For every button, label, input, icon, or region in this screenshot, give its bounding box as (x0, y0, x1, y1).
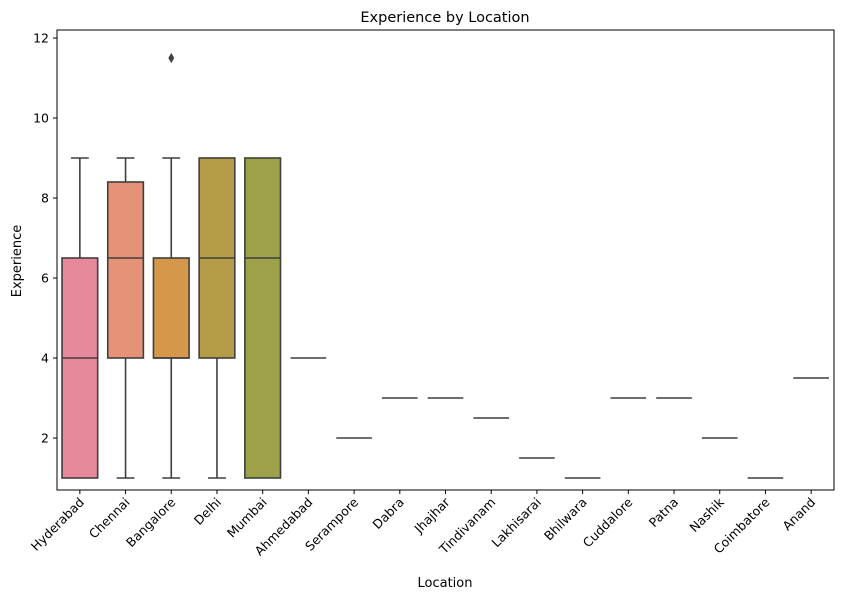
y-tick-label: 2 (41, 431, 49, 446)
x-tick-label-cuddalore: Cuddalore (580, 494, 636, 550)
x-tick-label-jhajhar: Jhajhar (411, 494, 454, 537)
y-tick-label: 10 (33, 111, 49, 126)
x-tick-label-nashik: Nashik (686, 494, 727, 535)
y-tick-label: 4 (41, 351, 49, 366)
box-chennai (106, 181, 145, 359)
x-tick-label-lakhisarai: Lakhisarai (488, 495, 544, 551)
x-tick-label-chennai: Chennai (86, 495, 133, 542)
y-tick-label: 12 (33, 31, 49, 46)
y-tick-label: 6 (41, 271, 49, 286)
x-axis-label: Location (418, 576, 473, 591)
x-tick-label-mumbai: Mumbai (224, 495, 270, 541)
x-tick-label-bangalore: Bangalore (123, 494, 179, 550)
x-tick-label-patna: Patna (646, 495, 681, 530)
box-mumbai (244, 157, 282, 479)
y-tick-label: 8 (41, 191, 49, 206)
outlier-bangalore (168, 52, 175, 64)
y-axis-label: Experience (10, 225, 25, 298)
x-tick-label-dabra: Dabra (369, 495, 406, 532)
x-tick-label-anand: Anand (779, 495, 818, 534)
x-tick-label-hyderabad: Hyderabad (28, 495, 87, 554)
x-tick-label-delhi: Delhi (191, 495, 224, 528)
chart-title: Experience by Location (360, 10, 529, 26)
box-bangalore (152, 257, 190, 359)
box-hyderabad (61, 257, 99, 479)
